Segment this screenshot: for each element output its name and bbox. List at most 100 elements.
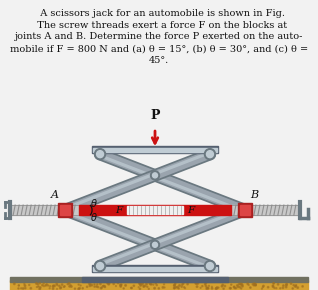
Point	[28, 286, 33, 290]
Point	[173, 285, 178, 290]
Point	[21, 286, 26, 290]
Point	[154, 283, 159, 287]
Point	[138, 283, 143, 288]
Point	[45, 283, 51, 288]
Point	[284, 285, 289, 289]
Point	[219, 284, 225, 289]
Point	[153, 281, 158, 286]
Point	[181, 281, 186, 286]
Text: $\theta$: $\theta$	[90, 197, 98, 209]
Point	[99, 285, 104, 290]
Point	[204, 285, 209, 290]
Point	[16, 283, 21, 288]
Point	[259, 286, 265, 290]
Point	[67, 284, 72, 289]
Point	[176, 286, 181, 290]
Point	[141, 284, 146, 289]
Bar	[58, 203, 72, 217]
Point	[102, 285, 107, 289]
Point	[172, 286, 177, 290]
Point	[210, 286, 215, 290]
Circle shape	[150, 240, 160, 249]
Point	[271, 281, 276, 286]
Point	[12, 282, 17, 286]
Point	[253, 283, 258, 288]
Point	[206, 284, 211, 288]
Point	[248, 285, 253, 290]
Point	[172, 286, 177, 290]
Point	[105, 281, 110, 286]
Point	[275, 282, 280, 287]
Point	[173, 281, 178, 286]
Point	[194, 281, 199, 286]
Point	[271, 284, 276, 289]
Point	[131, 283, 136, 288]
Point	[69, 284, 74, 289]
Point	[152, 286, 157, 290]
Point	[121, 286, 126, 290]
Circle shape	[94, 149, 106, 160]
Point	[37, 281, 42, 286]
Point	[274, 286, 279, 290]
Point	[22, 282, 27, 286]
Bar	[92, 265, 218, 272]
Point	[143, 284, 148, 289]
Point	[54, 287, 59, 290]
Point	[89, 283, 94, 287]
Point	[238, 282, 243, 286]
Point	[228, 286, 233, 290]
Text: A scissors jack for an automobile is shown in Fig.
  The screw threads exert a f: A scissors jack for an automobile is sho…	[10, 9, 308, 65]
Point	[222, 284, 227, 288]
Point	[193, 281, 198, 286]
Bar	[10, 277, 308, 282]
Point	[271, 281, 276, 286]
Point	[203, 281, 208, 285]
Point	[38, 285, 43, 290]
Text: F: F	[187, 206, 195, 215]
Text: F: F	[115, 206, 123, 215]
Bar	[238, 203, 252, 217]
Point	[151, 282, 156, 287]
Point	[213, 286, 218, 290]
Point	[137, 281, 142, 286]
Point	[23, 283, 28, 288]
Circle shape	[204, 260, 215, 271]
Point	[138, 281, 143, 285]
Point	[250, 282, 255, 287]
Bar	[231, 205, 300, 215]
Point	[216, 285, 221, 290]
Point	[54, 282, 59, 286]
Point	[245, 282, 250, 286]
Point	[221, 287, 226, 290]
Point	[52, 284, 57, 288]
Point	[136, 285, 141, 289]
Point	[107, 281, 112, 286]
Point	[138, 282, 143, 286]
Circle shape	[206, 262, 213, 269]
Point	[16, 286, 21, 290]
Point	[114, 284, 119, 288]
Point	[220, 282, 225, 287]
Point	[252, 283, 257, 288]
Point	[294, 283, 299, 287]
Bar	[93, 267, 217, 271]
Point	[115, 281, 121, 285]
Point	[59, 282, 65, 287]
Point	[41, 281, 46, 286]
Point	[185, 282, 190, 286]
Point	[78, 283, 83, 288]
Point	[293, 284, 298, 289]
Point	[92, 282, 97, 287]
Point	[240, 283, 245, 287]
Point	[284, 282, 289, 287]
Point	[209, 284, 214, 289]
Point	[58, 286, 63, 290]
Point	[238, 285, 243, 290]
Point	[95, 285, 100, 289]
Bar	[60, 205, 70, 215]
Point	[142, 284, 147, 288]
Point	[148, 282, 153, 287]
Point	[203, 284, 208, 288]
Point	[77, 286, 82, 290]
Point	[270, 283, 275, 288]
